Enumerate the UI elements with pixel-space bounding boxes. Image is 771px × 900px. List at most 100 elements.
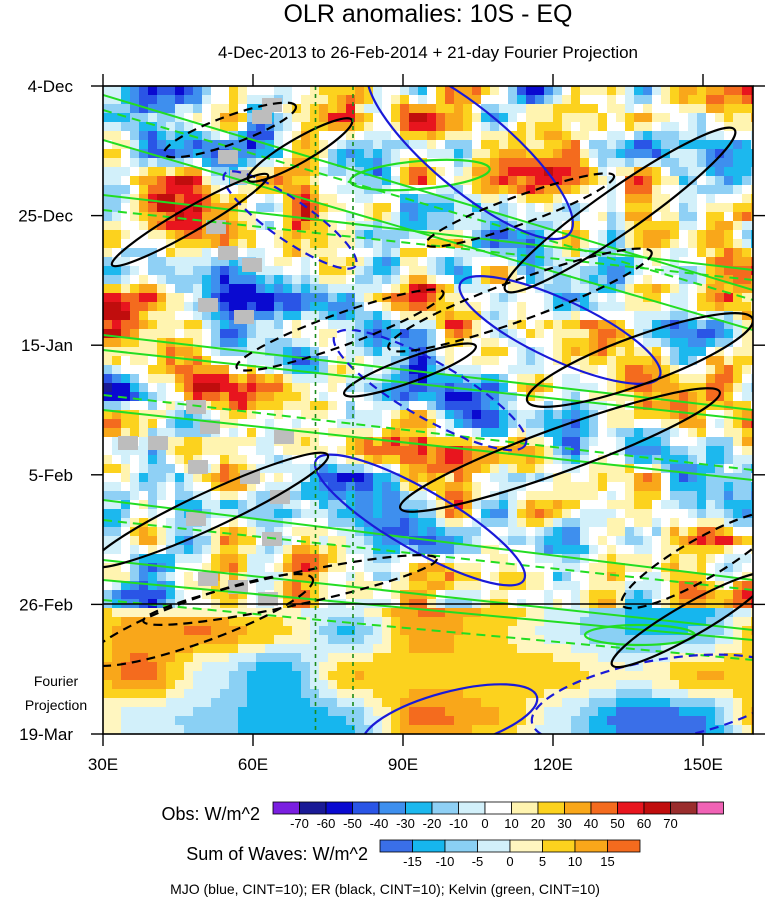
field-cell <box>166 221 176 231</box>
field-cell <box>418 176 428 186</box>
field-cell <box>661 545 671 555</box>
field-cell <box>328 221 338 231</box>
field-cell <box>742 221 752 231</box>
field-cell <box>733 635 743 645</box>
field-cell <box>481 428 491 438</box>
field-cell <box>382 338 392 348</box>
field-cell <box>436 554 446 564</box>
field-cell <box>382 131 392 141</box>
field-cell <box>418 518 428 528</box>
field-cell <box>202 158 212 168</box>
field-cell <box>724 563 734 573</box>
field-cell <box>112 617 122 627</box>
field-cell <box>112 689 122 699</box>
field-cell <box>346 662 356 672</box>
field-cell <box>148 320 158 330</box>
field-cell <box>166 545 176 555</box>
field-cell <box>193 212 203 222</box>
field-cell <box>463 545 473 555</box>
field-cell <box>355 104 365 114</box>
field-cell <box>238 158 248 168</box>
field-cell <box>292 302 302 312</box>
field-cell <box>562 140 572 150</box>
field-cell <box>148 122 158 132</box>
field-cell <box>112 221 122 231</box>
field-cell <box>103 320 113 330</box>
field-cell <box>679 95 689 105</box>
field-cell <box>292 275 302 285</box>
field-cell <box>328 689 338 699</box>
field-cell <box>337 212 347 222</box>
field-cell <box>688 572 698 582</box>
field-cell <box>103 446 113 456</box>
field-cell <box>229 329 239 339</box>
field-cell <box>661 419 671 429</box>
field-cell <box>166 635 176 645</box>
field-cell <box>247 509 257 519</box>
field-cell <box>481 482 491 492</box>
field-cell <box>715 167 725 177</box>
field-cell <box>733 410 743 420</box>
field-cell <box>688 356 698 366</box>
field-cell <box>580 581 590 591</box>
field-cell <box>292 230 302 240</box>
field-cell <box>112 131 122 141</box>
field-cell <box>742 563 752 573</box>
field-cell <box>526 653 536 663</box>
field-cell <box>463 131 473 141</box>
field-cell <box>256 194 266 204</box>
field-cell <box>373 176 383 186</box>
field-cell <box>292 581 302 591</box>
field-cell <box>670 437 680 447</box>
field-cell <box>373 131 383 141</box>
field-cell <box>670 347 680 357</box>
field-cell <box>130 374 140 384</box>
field-cell <box>526 158 536 168</box>
field-cell <box>544 374 554 384</box>
field-cell <box>589 617 599 627</box>
field-cell <box>544 662 554 672</box>
field-cell <box>553 95 563 105</box>
field-cell <box>643 518 653 528</box>
field-cell <box>346 365 356 375</box>
field-cell <box>499 419 509 429</box>
field-cell <box>445 626 455 636</box>
field-cell <box>382 401 392 411</box>
field-cell <box>355 662 365 672</box>
field-cell <box>283 239 293 249</box>
field-cell <box>427 680 437 690</box>
field-cell <box>193 662 203 672</box>
field-cell <box>634 176 644 186</box>
field-cell <box>571 374 581 384</box>
field-cell <box>463 248 473 258</box>
field-cell <box>670 590 680 600</box>
field-cell <box>463 590 473 600</box>
field-cell <box>526 419 536 429</box>
field-cell <box>337 671 347 681</box>
field-cell <box>733 122 743 132</box>
field-cell <box>733 689 743 699</box>
field-cell <box>607 140 617 150</box>
field-cell <box>274 266 284 276</box>
field-cell <box>562 185 572 195</box>
field-cell <box>418 500 428 510</box>
field-cell <box>409 104 419 114</box>
field-cell <box>598 284 608 294</box>
field-cell <box>238 194 248 204</box>
field-cell <box>391 410 401 420</box>
field-cell <box>463 662 473 672</box>
field-cell <box>355 221 365 231</box>
field-cell <box>193 482 203 492</box>
field-cell <box>319 464 329 474</box>
field-cell <box>499 194 509 204</box>
field-cell <box>661 581 671 591</box>
field-cell <box>148 329 158 339</box>
field-cell <box>481 437 491 447</box>
field-cell <box>382 221 392 231</box>
field-cell <box>616 680 626 690</box>
field-cell <box>418 509 428 519</box>
field-cell <box>697 635 707 645</box>
field-cell <box>157 320 167 330</box>
field-cell <box>382 158 392 168</box>
field-cell <box>553 329 563 339</box>
